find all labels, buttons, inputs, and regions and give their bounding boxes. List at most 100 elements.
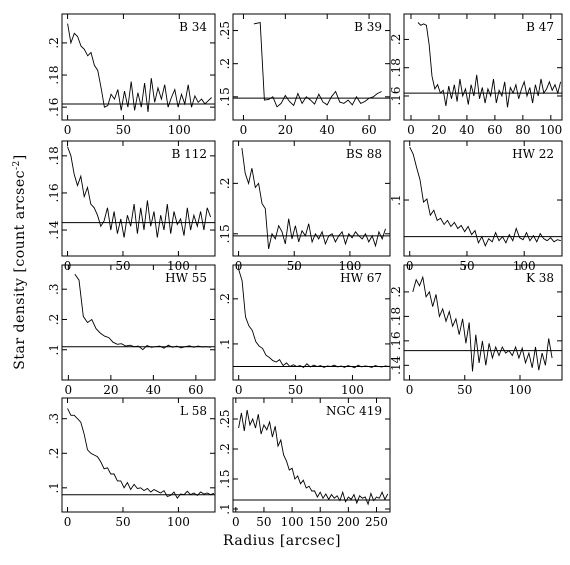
y-tick-label: .2 <box>389 286 403 297</box>
x-tick-label: 100 <box>341 383 364 397</box>
y-tick-label: .15 <box>218 469 232 488</box>
density-profile-line <box>412 275 553 372</box>
x-tick-label: 0 <box>64 515 72 529</box>
plot-frame <box>232 397 391 513</box>
x-tick-label: 0 <box>65 383 73 397</box>
plot-frame <box>232 13 391 121</box>
y-tick-label: .18 <box>389 58 403 77</box>
y-tick-label: .18 <box>47 146 61 165</box>
x-tick-label: 50 <box>287 259 302 273</box>
x-tick-label: 50 <box>288 383 303 397</box>
panel-hw-55: 0 20 40 60 .1 .2 .3 HW 55 <box>47 264 216 397</box>
y-tick-label: .25 <box>218 409 232 428</box>
x-tick-label: 40 <box>459 123 474 137</box>
y-tick-label: .2 <box>389 34 403 45</box>
panel-ngc-419: 0 50 100 150 200 250 .1 .15 .2 .25 NGC 419 <box>218 397 391 529</box>
plot-frame <box>232 140 391 257</box>
x-tick-label: 100 <box>167 259 190 273</box>
plot-frame <box>61 13 216 121</box>
x-tick-label: 20 <box>278 123 293 137</box>
x-tick-label: 40 <box>320 123 335 137</box>
y-tick-label: .2 <box>47 37 61 48</box>
y-tick-label: .1 <box>218 338 232 349</box>
y-tick-label: .18 <box>47 65 61 84</box>
panel-label: B 112 <box>171 147 207 161</box>
y-tick-label: .2 <box>218 58 232 69</box>
panel-label: K 38 <box>526 271 554 285</box>
y-tick-label: .18 <box>389 307 403 326</box>
panel-label: B 47 <box>526 20 554 34</box>
density-profile-line <box>67 146 212 238</box>
plot-frame <box>61 264 216 381</box>
y-tick-label: .1 <box>389 194 403 205</box>
x-tick-label: 80 <box>515 123 530 137</box>
plot-frame <box>403 13 563 121</box>
panel-hw-67: 0 50 100 .1 .2 HW 67 <box>218 264 391 397</box>
density-profile-line <box>238 269 389 369</box>
y-tick-label: .16 <box>47 183 61 202</box>
y-tick-label: .1 <box>47 344 61 355</box>
density-profile-line <box>74 273 211 351</box>
x-tick-label: 0 <box>64 259 72 273</box>
y-tick-label: .16 <box>47 98 61 117</box>
x-tick-label: 250 <box>365 515 388 529</box>
density-profile-line <box>67 23 212 113</box>
x-tick-label: 100 <box>281 515 304 529</box>
panel-b-34: 0 50 100 .16 .18 .2 B 34 <box>47 13 216 137</box>
y-tick-label: .1 <box>218 503 232 514</box>
x-tick-label: 60 <box>487 123 502 137</box>
y-tick-label: .15 <box>218 224 232 243</box>
panel-label: HW 55 <box>165 271 207 285</box>
panel-b-39: 0 20 40 60 .15 .2 .25 B 39 <box>218 13 391 137</box>
y-tick-label: .16 <box>389 86 403 105</box>
x-tick-label: 100 <box>513 259 536 273</box>
x-tick-label: 100 <box>167 515 190 529</box>
x-tick-label: 50 <box>116 123 131 137</box>
y-tick-label: .15 <box>218 87 232 106</box>
x-tick-label: 50 <box>457 383 472 397</box>
x-tick-label: 20 <box>431 123 446 137</box>
x-tick-label: 0 <box>240 123 248 137</box>
x-tick-label: 100 <box>168 123 191 137</box>
y-tick-label: .14 <box>389 355 403 374</box>
density-profile-line <box>409 146 562 247</box>
y-tick-label: .3 <box>47 413 61 424</box>
density-profile-line <box>241 148 386 249</box>
panel-label: HW 67 <box>340 271 382 285</box>
x-tick-label: 40 <box>146 383 161 397</box>
panel-b-47: 0 20 40 60 80 100 .16 .18 .2 B 47 <box>389 13 563 137</box>
y-tick-label: .3 <box>47 283 61 294</box>
x-tick-label: 150 <box>309 515 332 529</box>
x-tick-label: 100 <box>338 259 361 273</box>
density-profile-line <box>67 408 215 500</box>
y-tick-label: .2 <box>218 443 232 454</box>
y-tick-label: .14 <box>47 220 61 239</box>
density-profile-line <box>253 22 382 108</box>
x-tick-label: 50 <box>115 515 130 529</box>
x-tick-label: 100 <box>509 383 532 397</box>
x-tick-label: 0 <box>64 123 72 137</box>
panel-grid: 0 50 100 .16 .18 .2 B 34 0 20 40 60 .15 .2 .25 B 39 0 20… <box>47 13 563 529</box>
x-tick-label: 50 <box>115 259 130 273</box>
density-profile-line <box>417 22 562 108</box>
panel-label: B 39 <box>354 20 382 34</box>
y-tick-label: .1 <box>47 482 61 493</box>
x-tick-label: 0 <box>235 383 243 397</box>
x-tick-label: 60 <box>361 123 376 137</box>
panel-l-58: 0 50 100 .1 .2 .3 L 58 <box>47 397 216 529</box>
x-tick-label: 50 <box>256 515 271 529</box>
y-axis-title: Star density [count arcsec-2] <box>12 154 28 369</box>
x-tick-label: 100 <box>539 123 562 137</box>
y-axis-title-text: Star density [count arcsec <box>12 170 28 370</box>
x-tick-label: 50 <box>459 259 474 273</box>
y-tick-label: .16 <box>389 331 403 350</box>
panel-label: B 34 <box>179 20 207 34</box>
x-axis-title: Radius [arcsec] <box>223 533 341 549</box>
plot-frame <box>61 140 216 257</box>
x-tick-label: 0 <box>406 383 414 397</box>
x-tick-label: 0 <box>232 515 240 529</box>
panel-k-38: 0 50 100 .14 .16 .18 .2 K 38 <box>389 264 563 397</box>
plot-frame <box>403 264 563 381</box>
x-tick-label: 0 <box>407 123 415 137</box>
